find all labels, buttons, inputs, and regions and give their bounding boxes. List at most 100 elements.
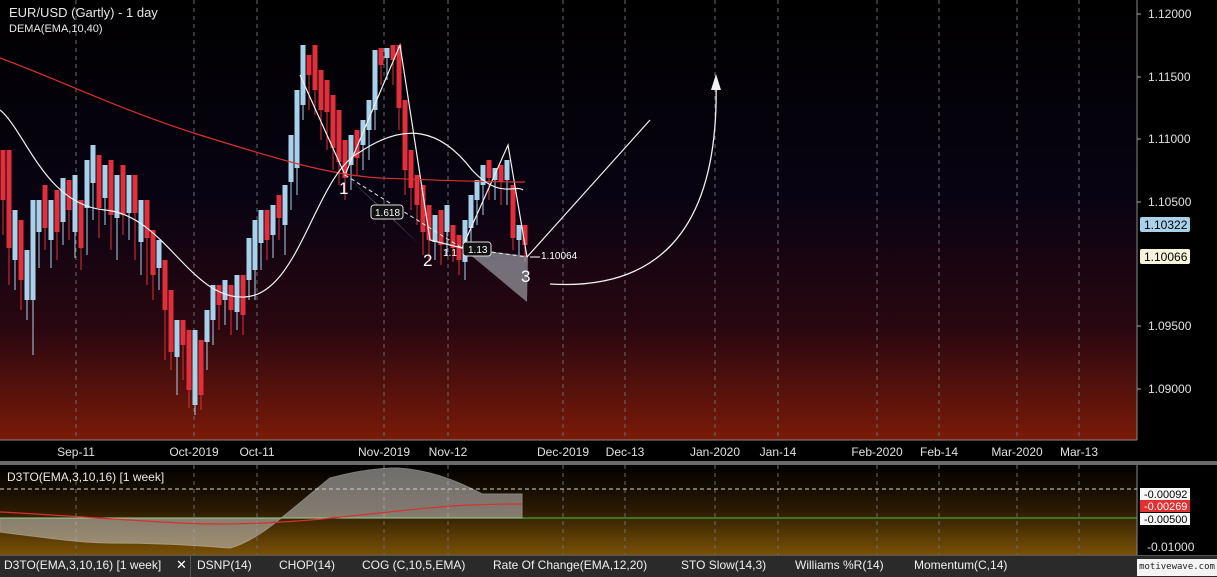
d3to-red-line	[0, 503, 523, 525]
panel-divider[interactable]	[0, 461, 1217, 465]
candle-body	[522, 225, 528, 245]
candle-body	[90, 145, 96, 183]
candle-body	[24, 250, 30, 300]
candle-body	[294, 90, 300, 168]
pattern-triangle-cd	[462, 248, 528, 302]
pattern-point-2: 2	[423, 251, 432, 270]
candle-body	[336, 110, 342, 162]
candle-body	[264, 210, 270, 240]
indicator-panel-title[interactable]: D3TO(EMA,3,10,16) [1 week]	[7, 470, 165, 484]
pattern-point-3: 3	[521, 267, 530, 286]
price-tick: 1.11000	[1148, 132, 1191, 146]
candle-body	[144, 200, 150, 238]
indicator-badge-2: -0.00269	[1144, 501, 1187, 513]
price-panel[interactable]	[0, 0, 1137, 440]
candle-body	[156, 240, 162, 268]
candle-body	[480, 165, 486, 185]
candle-body	[426, 205, 432, 240]
candle-body	[42, 185, 48, 228]
candle-body	[306, 55, 312, 75]
tab-momentum[interactable]: Momentum(C,14)	[914, 558, 1008, 572]
candle-body	[432, 215, 438, 242]
price-tick: 1.12000	[1148, 7, 1192, 21]
candle-body	[408, 150, 414, 188]
candle-body	[102, 165, 108, 198]
price-tick: 1.10500	[1148, 195, 1192, 209]
candle-body	[180, 320, 186, 345]
time-labels: Sep-11 Oct-2019 Oct-11 Nov-2019 Nov-12 D…	[57, 445, 1098, 459]
candle-body	[18, 220, 24, 280]
candle-body	[282, 185, 288, 225]
time-label: Sep-11	[57, 445, 95, 459]
time-label: Dec-2019	[537, 445, 589, 459]
tab-cog[interactable]: COG (C,10,5,EMA)	[362, 558, 466, 572]
price-tick: 1.11500	[1148, 70, 1191, 84]
candle-body	[486, 160, 492, 178]
projection-curve	[549, 79, 717, 286]
time-label: Mar-2020	[991, 445, 1043, 459]
tab-divider	[190, 556, 191, 577]
tab-williams[interactable]: Williams %R(14)	[795, 558, 884, 572]
candle-body	[84, 160, 90, 208]
pattern-price-label: 1.10064	[541, 251, 578, 262]
candle-body	[216, 285, 222, 305]
indicator-tick: -0.01000	[1147, 540, 1195, 554]
chart-title: EUR/USD (Gartly) - 1 day	[9, 5, 158, 20]
candle-body	[168, 290, 174, 352]
time-label: Jan-2020	[690, 445, 740, 459]
vertical-gridlines	[75, 0, 1080, 555]
candle-body	[258, 210, 264, 243]
candlesticks	[0, 45, 528, 415]
watermark: motivewave.com	[1137, 559, 1217, 576]
candle-body	[240, 275, 246, 315]
projection-line	[526, 119, 651, 258]
indicator-series	[0, 467, 1137, 549]
price-tick: 1.09500	[1148, 319, 1192, 333]
candle-body	[150, 230, 156, 275]
candle-body	[48, 200, 54, 240]
candle-body	[96, 155, 102, 208]
tab-dsnp[interactable]: DSNP(14)	[197, 558, 252, 572]
close-icon[interactable]: ✕	[176, 557, 187, 572]
tab-rate-of-change[interactable]: Rate Of Change(EMA,12,20)	[493, 558, 648, 572]
time-axis-strip	[0, 440, 1217, 462]
candle-body	[372, 50, 378, 110]
candle-body	[468, 195, 474, 228]
candle-body	[288, 135, 294, 182]
candle-body	[78, 200, 84, 248]
indicator-legend[interactable]: DEMA(EMA,10,40)	[9, 23, 103, 35]
price-badge-blue: 1.10322	[1144, 218, 1188, 232]
candle-body	[234, 275, 240, 312]
candle-body	[12, 210, 18, 260]
candle-body	[324, 80, 330, 112]
time-label: Dec-13	[606, 445, 645, 459]
candle-body	[390, 45, 396, 60]
candle-body	[438, 210, 444, 245]
candle-body	[498, 165, 504, 182]
candle-body	[270, 205, 276, 235]
candle-body	[366, 100, 372, 130]
candle-body	[138, 200, 144, 242]
candle-body	[174, 320, 180, 357]
ratio-label-c: 1.1	[443, 248, 457, 259]
tab-d3to[interactable]: D3TO(EMA,3,10,16) [1 week]	[4, 558, 162, 572]
tab-sto-slow[interactable]: STO Slow(14,3)	[681, 558, 767, 572]
candle-body	[420, 185, 426, 232]
candle-body	[276, 195, 282, 218]
candle-body	[36, 200, 42, 232]
pattern-labels: 1 2 3 1.618 1.1 1.13 1.10064	[339, 179, 578, 286]
tab-chop[interactable]: CHOP(14)	[279, 558, 336, 572]
candle-body	[504, 160, 510, 180]
time-label: Oct-2019	[169, 445, 219, 459]
time-label: Jan-14	[760, 445, 797, 459]
candle-body	[348, 135, 354, 165]
price-badge-white: 1.10066	[1144, 250, 1188, 264]
indicator-badge-1: -0.00092	[1144, 489, 1187, 501]
time-label: Feb-14	[920, 445, 958, 459]
candle-body	[192, 330, 198, 405]
candle-body	[246, 238, 252, 280]
candle-body	[384, 48, 390, 58]
candle-body	[54, 190, 60, 232]
candle-body	[204, 310, 210, 342]
